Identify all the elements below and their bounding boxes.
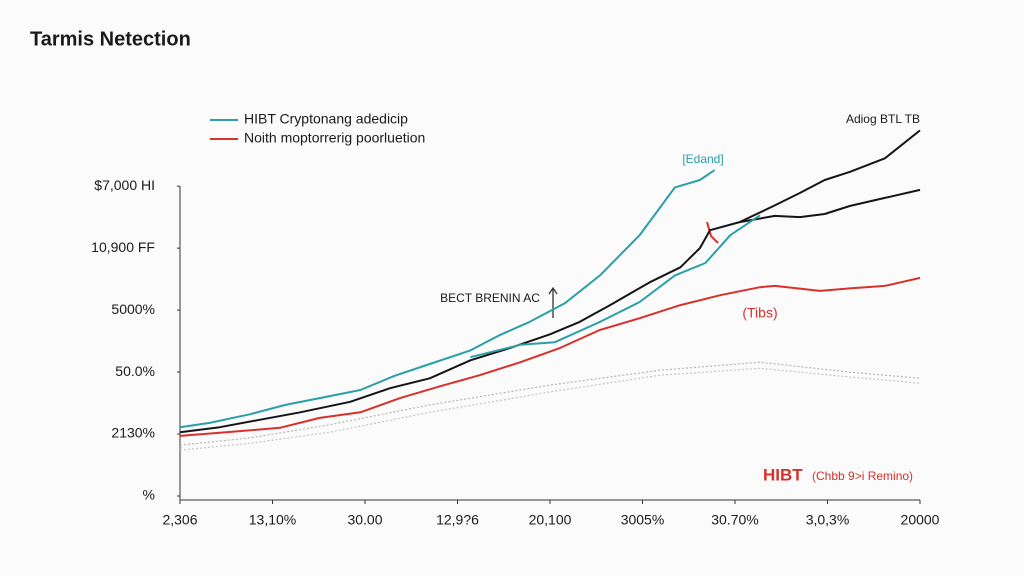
y-tick-label: 50.0% [115, 363, 155, 379]
series-line [179, 367, 921, 451]
annotation: [Edand] [682, 152, 723, 166]
series-line [179, 129, 921, 434]
x-tick-label: 12,9?6 [436, 512, 479, 528]
y-tick-label: $7,000 HI [94, 177, 155, 193]
x-tick-label: 20,100 [529, 512, 572, 528]
x-tick-label: 13,10% [249, 512, 296, 528]
series-line [179, 361, 921, 446]
x-tick-label: 3005% [621, 512, 665, 528]
annotation-arrow [548, 286, 558, 318]
series-line [470, 214, 761, 359]
annotation: Adiog BTL TB [846, 112, 920, 126]
y-tick-label: % [143, 487, 155, 503]
series-line [179, 276, 921, 437]
annotation-tick [706, 221, 719, 244]
y-tick-label: 10,900 FF [91, 239, 155, 255]
x-tick-label: 3,0,3% [806, 512, 850, 528]
y-tick-label: 2130% [111, 425, 155, 441]
legend-label: Noith moptorrerig poorluetion [244, 130, 425, 146]
chart-title: Tarmis Netection [30, 28, 191, 50]
legend-label: HIBT Cryptonang adedicip [244, 111, 408, 127]
x-tick-label: 30.00 [347, 512, 382, 528]
x-tick-label: 2,306 [162, 512, 197, 528]
x-tick-label: 20000 [901, 512, 940, 528]
series-line [739, 188, 921, 224]
y-tick-label: 5000% [111, 301, 155, 317]
series-line [179, 169, 716, 429]
annotation: (Tibs) [742, 305, 777, 321]
annotation: (Chbb 9>i Remino) [812, 469, 913, 483]
annotation: BECT BRENIN AC [440, 291, 540, 305]
annotation: HIBT [763, 465, 803, 484]
x-tick-label: 30.70% [711, 512, 758, 528]
